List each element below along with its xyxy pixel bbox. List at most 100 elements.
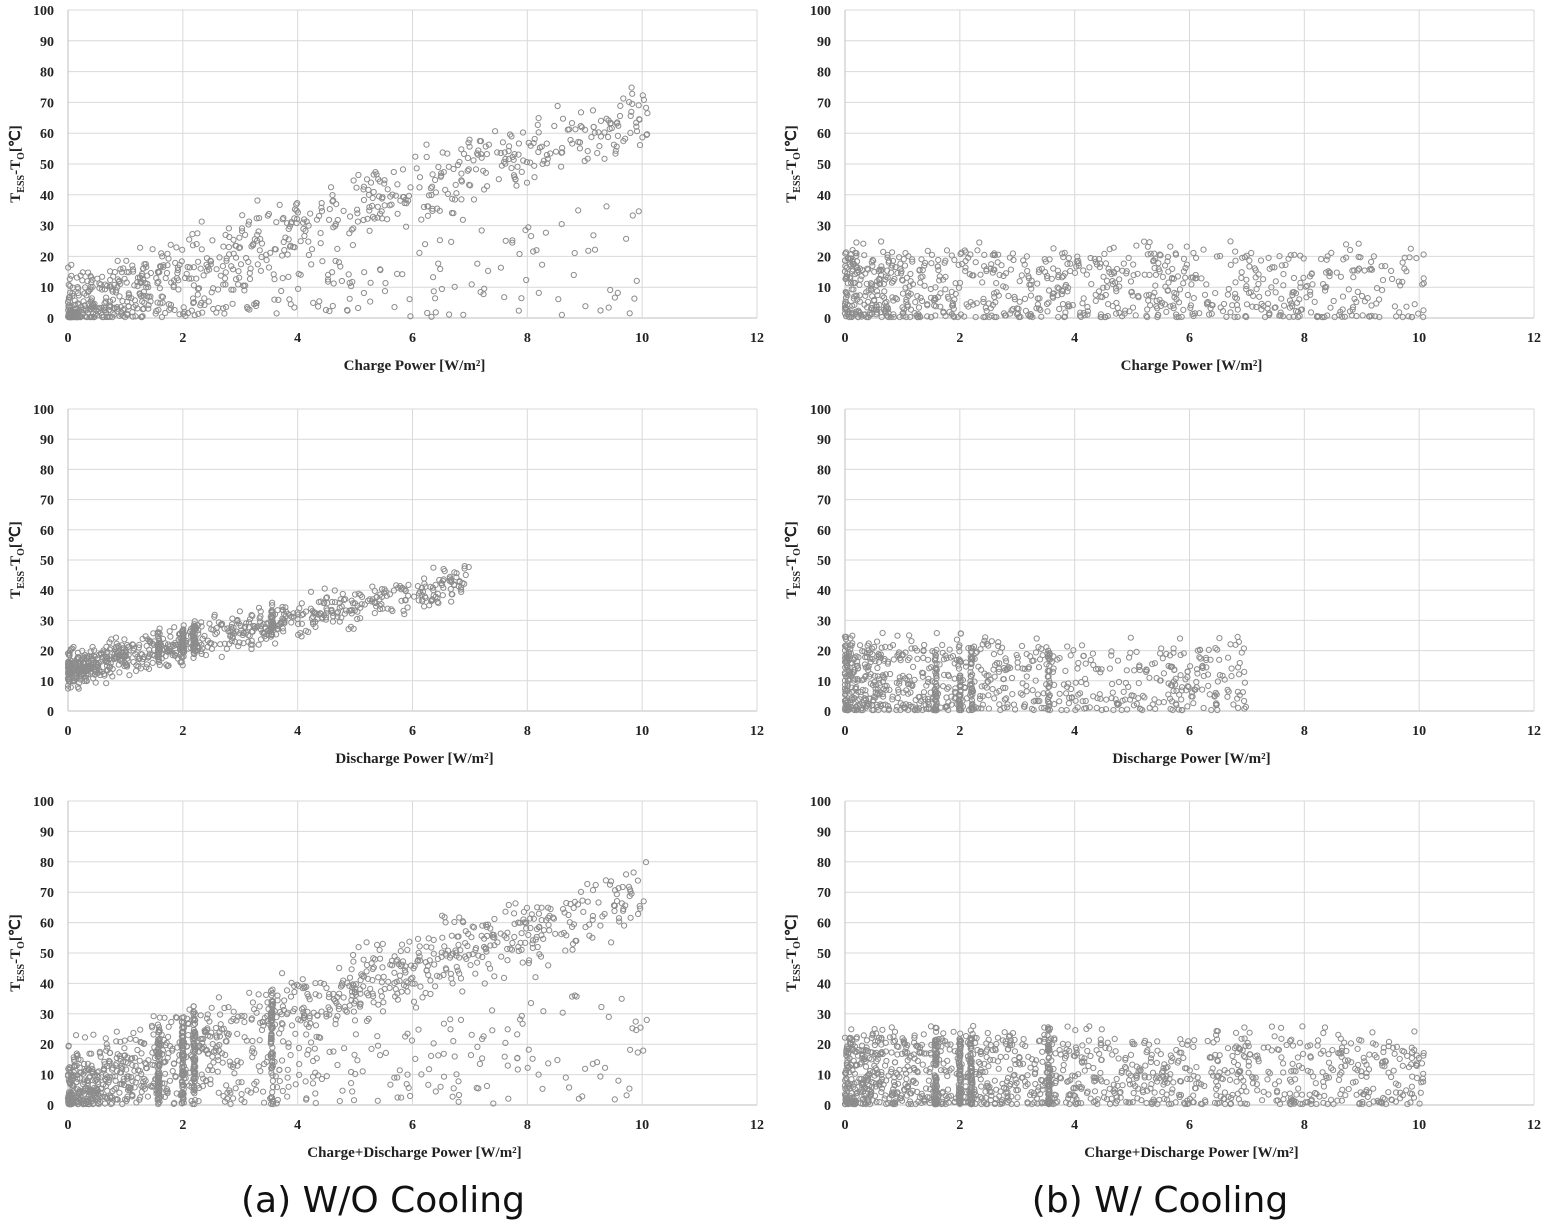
scatter-point <box>221 640 228 647</box>
scatter-point <box>905 690 912 697</box>
scatter-point <box>310 299 317 306</box>
scatter-point <box>1159 655 1166 662</box>
scatter-point <box>865 266 872 273</box>
scatter-point <box>144 272 151 279</box>
scatter-point <box>925 679 932 686</box>
scatter-point <box>889 642 897 649</box>
scatter-point <box>635 910 642 918</box>
scatter-point <box>987 305 994 312</box>
scatter-point <box>993 689 1000 696</box>
scatter-point <box>943 247 951 254</box>
scatter-point <box>951 256 958 264</box>
scatter-point <box>236 608 243 615</box>
scatter-point <box>105 659 112 666</box>
y-axis-label-part: T <box>8 589 24 599</box>
scatter-point <box>1109 280 1116 288</box>
scatter-point <box>376 946 383 954</box>
scatter-point <box>1055 314 1062 321</box>
scatter-point <box>114 1068 121 1075</box>
scatter-point <box>1242 313 1249 320</box>
scatter-point <box>340 207 347 214</box>
scatter-point <box>147 269 154 277</box>
scatter-point <box>894 703 901 710</box>
scatter-point <box>582 1065 589 1072</box>
y-axis-label-part: ESS <box>792 174 803 192</box>
scatter-point <box>432 309 439 316</box>
scatter-point <box>166 628 173 635</box>
scatter-point <box>398 941 406 948</box>
scatter-point <box>1307 288 1314 295</box>
y-tick-label: 30 <box>40 220 54 235</box>
scatter-point <box>570 904 577 912</box>
scatter-point <box>246 989 253 996</box>
scatter-point <box>67 646 75 653</box>
scatter-point <box>1063 690 1070 697</box>
scatter-point <box>860 240 867 247</box>
scatter-point <box>248 645 255 653</box>
scatter-point <box>412 153 419 160</box>
scatter-point <box>843 673 850 680</box>
scatter-point <box>1391 303 1399 310</box>
scatter-point <box>221 310 228 317</box>
scatter-point <box>291 304 298 311</box>
scatter-point <box>512 900 519 907</box>
scatter-point <box>467 1052 475 1059</box>
scatter-point <box>474 260 481 267</box>
scatter-point <box>1135 680 1142 687</box>
scatter-point <box>1289 291 1296 299</box>
scatter-point <box>164 262 171 269</box>
scatter-point <box>136 655 143 662</box>
scatter-point <box>1082 697 1089 705</box>
scatter-point <box>854 676 861 683</box>
scatter-point <box>551 122 558 130</box>
scatter-point <box>945 707 952 714</box>
scatter-point <box>495 176 502 183</box>
scatter-point <box>430 288 437 295</box>
scatter-point <box>1399 314 1406 321</box>
scatter-point <box>1277 312 1284 319</box>
scatter-point <box>129 262 136 269</box>
scatter-point <box>257 1068 264 1075</box>
scatter-point <box>990 666 997 673</box>
scatter-point <box>201 301 208 309</box>
scatter-point <box>68 272 75 279</box>
scatter-point <box>855 654 862 661</box>
scatter-point <box>165 646 172 654</box>
scatter-point <box>1205 646 1212 654</box>
scatter-point <box>880 673 887 680</box>
scatter-point <box>230 1015 237 1023</box>
scatter-point <box>1199 664 1206 672</box>
scatter-point <box>265 619 272 626</box>
scatter-point <box>497 149 504 157</box>
scatter-point <box>267 249 274 256</box>
scatter-point <box>288 619 295 626</box>
scatter-point <box>318 208 326 215</box>
scatter-point <box>889 262 896 269</box>
scatter-point <box>439 934 446 941</box>
scatter-point <box>371 610 378 617</box>
scatter-point <box>1001 696 1009 703</box>
scatter-point <box>1058 287 1066 294</box>
scatter-point <box>476 137 483 145</box>
scatter-point <box>1171 666 1178 674</box>
scatter-point <box>552 148 560 155</box>
scatter-point <box>66 275 73 282</box>
scatter-point <box>279 216 286 223</box>
scatter-point <box>620 95 627 102</box>
scatter-point <box>354 206 361 213</box>
scatter-point <box>1232 294 1239 301</box>
scatter-point <box>1290 313 1297 320</box>
scatter-point <box>379 605 386 612</box>
scatter-point <box>325 994 332 1001</box>
scatter-point <box>240 640 247 647</box>
scatter-point <box>419 994 426 1001</box>
scatter-point <box>222 1051 229 1059</box>
scatter-point <box>305 251 312 259</box>
scatter-point <box>1308 270 1315 277</box>
scatter-point <box>378 586 386 593</box>
scatter-point <box>543 151 551 159</box>
scatter-point <box>1296 296 1303 303</box>
scatter-point <box>850 279 857 286</box>
scatter-point <box>539 160 546 167</box>
scatter-point <box>552 930 559 937</box>
